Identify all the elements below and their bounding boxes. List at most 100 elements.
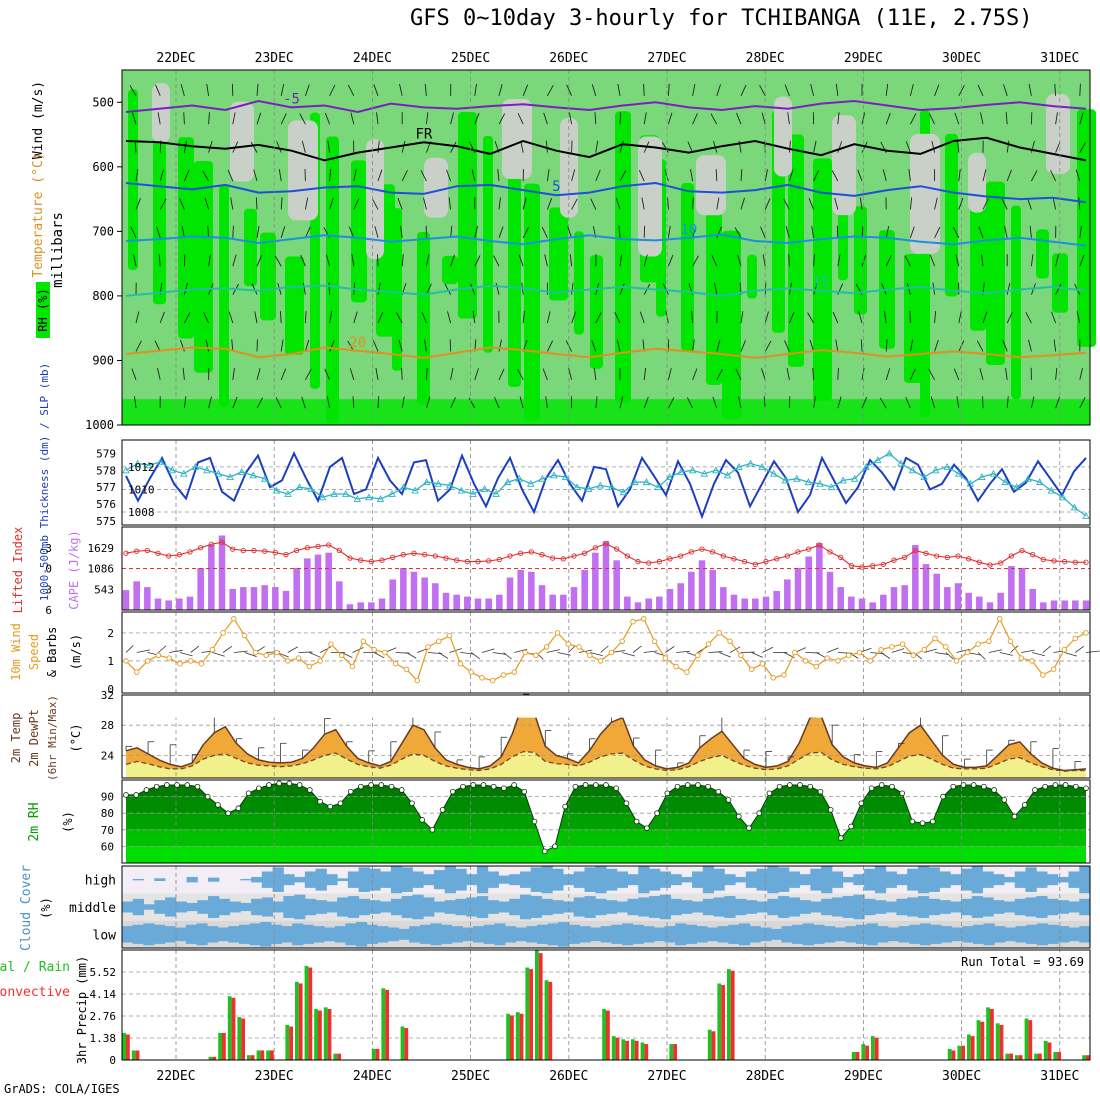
precip-convective-bar: [212, 1056, 217, 1060]
cape-bar: [165, 600, 172, 610]
wind-barb: [450, 225, 453, 238]
wind-barb: [908, 169, 911, 182]
cloud-cell: [692, 871, 704, 888]
cloud-cell: [455, 868, 467, 891]
cloud-cell: [1046, 898, 1059, 916]
pressure-axis-label: millibars: [50, 212, 66, 288]
cloud-cell: [866, 923, 878, 946]
wind-barb: [861, 254, 867, 267]
rh2m-point: [123, 792, 129, 798]
wind-barb: [955, 254, 960, 267]
cloud-cell: [770, 928, 783, 940]
cloud-cell: [767, 866, 779, 894]
cloud-cell: [122, 901, 134, 913]
thickness-point: [665, 473, 674, 480]
wind-barb: [762, 254, 766, 267]
rh-band: [126, 829, 1086, 847]
rh2m-point: [705, 783, 711, 790]
wind-barb: [424, 83, 427, 96]
rh2m-unit: (%): [61, 811, 75, 833]
precip-convective-bar: [999, 1024, 1004, 1060]
thickness-point: [781, 476, 790, 484]
wind-barb: [643, 112, 647, 125]
wind-barb: [571, 311, 577, 324]
li-point: [507, 553, 513, 559]
precip-convective-bar: [980, 1021, 985, 1060]
cloud-cell: [874, 866, 887, 894]
cloud-cell: [466, 897, 478, 917]
cloud-cell: [315, 900, 327, 914]
wind-speed-point: [436, 638, 442, 645]
wind-barb: [690, 169, 694, 182]
thickness-point: [573, 483, 581, 491]
wind-barb: [958, 197, 964, 210]
temperature-side-label: Temperature (°C): [31, 152, 46, 277]
wind-barb: [764, 340, 772, 352]
wind-speed-point: [986, 638, 992, 645]
precip-convective-bar: [385, 989, 390, 1060]
rh-dry-patch: [774, 96, 792, 177]
cloud-cell: [197, 900, 209, 914]
precip-total-bar: [630, 1039, 635, 1060]
wind-barb: [206, 83, 210, 96]
surface-wind-barb: [643, 650, 658, 653]
wind-barb: [372, 340, 379, 352]
precip-total-bar: [294, 981, 299, 1060]
wind-barb: [472, 311, 476, 324]
thickness-point: [527, 479, 535, 487]
cape-bar: [464, 596, 471, 610]
rh-dry-patch: [910, 133, 940, 254]
precip-total-bar: [1024, 1018, 1029, 1060]
wind-barb: [591, 339, 597, 352]
thickness-point: [1082, 511, 1090, 519]
wind-barb: [397, 198, 403, 210]
wind-barb: [424, 339, 427, 352]
precip-convective-bar: [337, 1053, 342, 1060]
wind-speed-point: [446, 632, 453, 639]
wind-speed-point: [878, 646, 884, 653]
wind-barb: [280, 226, 286, 238]
wind-barb: [329, 311, 333, 324]
cloud-cell: [993, 874, 1005, 886]
rh2m-tick-label: 60: [101, 840, 114, 853]
wind-barb: [812, 367, 815, 380]
wind-barb: [375, 367, 379, 380]
wind-barb: [716, 197, 720, 210]
wind-barb: [256, 368, 261, 380]
precip-convective-bar: [327, 1008, 332, 1060]
cape-bar: [1018, 567, 1026, 610]
wind-speed-point: [382, 649, 388, 656]
isotherm-label: FR: [416, 126, 433, 142]
wind-speed-point: [403, 666, 410, 673]
wind-tick-label: 1: [107, 655, 114, 668]
wind-barb: [957, 140, 960, 153]
rh-band: [126, 813, 1086, 830]
cloud-cell: [778, 867, 790, 892]
surface-wind-barb: [891, 648, 905, 653]
wind-barb: [1054, 83, 1057, 96]
wind-barb: [377, 311, 384, 324]
rh2m-point: [1083, 785, 1089, 792]
cloud-cell: [994, 926, 1006, 943]
wind-barb: [351, 254, 355, 267]
cloud-cell: [1014, 871, 1026, 888]
wind-speed-point: [867, 658, 874, 664]
wind-speed-point: [554, 630, 561, 636]
thickness-point: [816, 479, 824, 487]
cloud-cell: [831, 897, 844, 917]
wind-barb: [885, 225, 890, 238]
wind-barb: [784, 84, 790, 96]
wind-barb: [956, 396, 960, 409]
cape-bar: [645, 598, 652, 610]
cloud-cell: [896, 898, 908, 916]
li-point: [379, 557, 385, 563]
wind-barb: [567, 226, 573, 238]
wind-barb: [327, 140, 331, 153]
rh2m-point: [817, 788, 824, 795]
cloud-cell: [358, 867, 370, 892]
precip-convective-bar: [634, 1040, 639, 1060]
cloud-cell: [347, 896, 360, 918]
cloud-cell: [390, 898, 403, 916]
precip-total-bar: [611, 1036, 616, 1060]
li-point: [422, 552, 428, 558]
